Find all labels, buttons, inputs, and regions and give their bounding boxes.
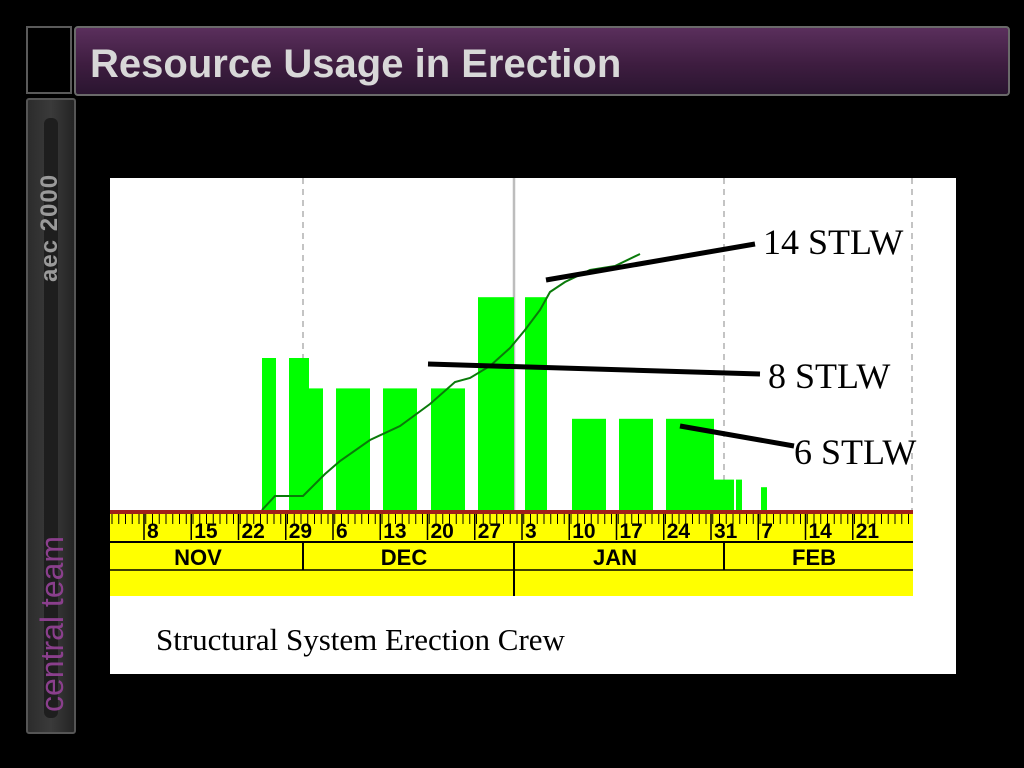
month-label-dec: DEC — [381, 545, 428, 570]
bar-11 — [666, 418, 714, 510]
week-label-5: 6 — [336, 520, 348, 543]
callout-label-3: 6 STLW — [794, 432, 916, 472]
bar-10 — [619, 418, 653, 510]
chart-panel: 14 STLW 8 STLW 6 STLW 8 15 22 29 6 13 20 27 3 10 17 24… — [110, 178, 956, 674]
axis-baseline — [110, 510, 913, 514]
week-label-4: 29 — [289, 520, 312, 543]
resource-chart: 14 STLW 8 STLW 6 STLW 8 15 22 29 6 13 20 27 3 10 17 24… — [110, 178, 916, 596]
callout-leader-2 — [427, 361, 761, 377]
week-label-7: 20 — [431, 520, 454, 543]
bar-9 — [572, 418, 606, 510]
sidebar-team-label: central team — [34, 535, 70, 712]
bar-8 — [525, 297, 547, 510]
slide-title: Resource Usage in Erection — [90, 42, 622, 86]
week-label-10: 10 — [572, 520, 595, 543]
corner-box — [26, 26, 72, 94]
callout-label-1: 14 STLW — [763, 222, 903, 262]
bar-6 — [431, 388, 465, 510]
bar-1 — [262, 358, 276, 510]
week-label-15: 14 — [809, 520, 833, 543]
sidebar-aec-label: aec 2000 — [36, 173, 63, 282]
sidebar-track — [44, 118, 58, 718]
bar-13 — [736, 479, 742, 510]
week-label-13: 31 — [714, 520, 738, 543]
bar-2 — [289, 358, 309, 510]
week-label-6: 13 — [383, 520, 406, 543]
cumulative-line — [261, 253, 641, 511]
week-label-11: 17 — [620, 520, 643, 543]
week-label-9: 3 — [525, 520, 537, 543]
bar-4 — [336, 388, 370, 510]
week-label-12: 24 — [667, 520, 691, 543]
chart-caption: Structural System Erection Crew — [156, 622, 565, 657]
title-bar: Resource Usage in Erection — [74, 26, 1010, 96]
bar-12 — [714, 479, 734, 510]
callout-label-2: 8 STLW — [768, 356, 890, 396]
bar-5 — [383, 388, 417, 510]
week-label-14: 7 — [761, 520, 773, 543]
month-label-feb: FEB — [792, 545, 836, 570]
month-label-jan: JAN — [593, 545, 637, 570]
time-axis-band — [110, 514, 913, 596]
callout-leader-3 — [679, 423, 795, 449]
week-label-8: 27 — [478, 520, 501, 543]
bar-3 — [309, 388, 323, 510]
callout-leader-1 — [545, 241, 756, 283]
sidebar — [26, 98, 76, 734]
week-label-16: 21 — [856, 520, 880, 543]
month-label-nov: NOV — [174, 545, 222, 570]
bar-14 — [761, 487, 767, 510]
week-label-1: 8 — [147, 520, 159, 543]
week-label-2: 15 — [194, 520, 218, 543]
bar-7 — [478, 297, 514, 510]
week-label-3: 22 — [242, 520, 265, 543]
